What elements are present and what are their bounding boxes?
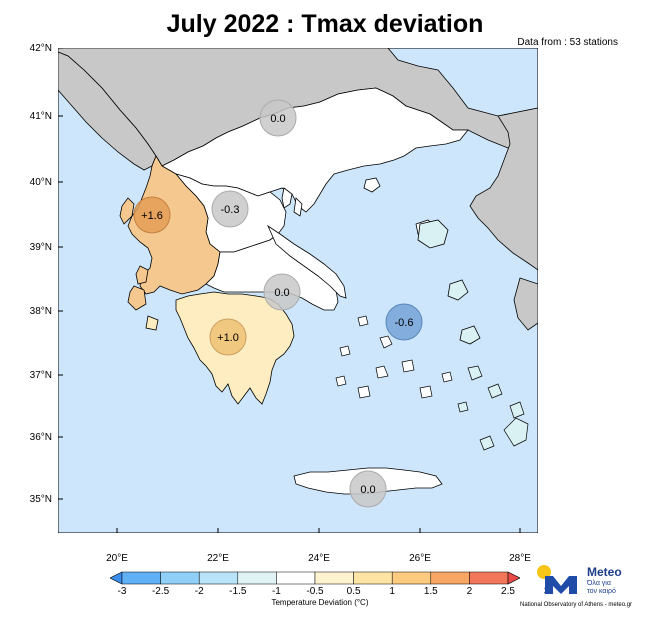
colorbar-cell <box>198 571 239 585</box>
chios-island <box>447 279 469 301</box>
bubble-macedonia: 0.0 <box>259 99 297 137</box>
colorbar-tick-label: -0.5 <box>306 586 324 597</box>
credit-text: National Observatory of Athens - meteo.g… <box>520 602 633 608</box>
logo-name: Meteo <box>587 565 622 579</box>
logo-tagline-2: τον καιρό <box>587 588 616 595</box>
bubble-aegean: -0.6 <box>385 303 423 341</box>
colorbar-cell <box>237 571 277 585</box>
region-attica-central <box>205 233 339 311</box>
colorbar-title: Temperature Deviation (°C) <box>271 598 369 607</box>
thasos-island <box>363 177 381 193</box>
bubble-attica: 0.0 <box>263 273 301 311</box>
colorbar-tick-label: 0.5 <box>346 586 361 597</box>
turkey-east <box>469 107 538 271</box>
colorbar-cell <box>121 571 161 585</box>
bubble-thessaly: -0.3 <box>211 190 249 228</box>
value-thessaly: -0.3 <box>221 204 240 216</box>
value-attica: 0.0 <box>274 287 289 299</box>
colorbar-cell <box>391 571 432 585</box>
meteo-logo <box>535 562 645 602</box>
sun-icon <box>537 565 551 579</box>
map-svg: 0.0 -0.3 +1.6 0.0 +1.0 -0.6 0.0 <box>58 48 538 533</box>
colorbar-cell <box>430 571 470 585</box>
logo-tagline-1: Όλα για <box>587 580 611 587</box>
colorbar-svg <box>109 571 521 585</box>
lefkada-island <box>135 265 149 285</box>
bubble-epirus: +1.6 <box>133 196 171 234</box>
lat-label-40: 40°N <box>29 177 52 188</box>
lon-label-20: 20°E <box>106 553 128 564</box>
colorbar-tick-label: -1.5 <box>229 586 247 597</box>
value-aegean: -0.6 <box>395 317 414 329</box>
lat-label-41: 41°N <box>29 111 52 122</box>
samos-island <box>459 325 481 345</box>
lon-label-24: 24°E <box>308 553 330 564</box>
kefalonia-island <box>127 285 147 311</box>
lat-label-39: 39°N <box>29 242 52 253</box>
lon-label-22: 22°E <box>207 553 229 564</box>
lon-label-26: 26°E <box>409 553 431 564</box>
stations-note: Data from : 53 stations <box>517 37 618 48</box>
colorbar-tick-label: -3 <box>117 586 127 597</box>
colorbar-tick-label: 2 <box>466 586 473 597</box>
value-macedonia: 0.0 <box>270 113 285 125</box>
lat-label-36: 36°N <box>29 432 52 443</box>
colorbar-cell <box>353 571 393 585</box>
colorbar <box>109 570 521 591</box>
colorbar-cell <box>469 571 509 585</box>
evia-island <box>267 224 347 299</box>
corfu-island <box>119 197 135 225</box>
colorbar-arrow-right <box>507 571 521 585</box>
turkey-southwest <box>513 277 538 331</box>
colorbar-tick-label: 1.5 <box>423 586 438 597</box>
lat-label-35: 35°N <box>29 494 52 505</box>
lat-label-42: 42°N <box>29 43 52 54</box>
colorbar-arrow-left <box>109 571 123 585</box>
logo-mark <box>537 565 577 594</box>
colorbar-tick-label: -2 <box>194 586 204 597</box>
colorbar-tick-label: 2.5 <box>501 586 515 597</box>
value-epirus: +1.6 <box>141 210 163 222</box>
colorbar-tick-label: -2.5 <box>151 586 170 597</box>
colorbar-cell <box>314 571 354 585</box>
lon-label-28: 28°E <box>509 553 531 564</box>
logo-tagline: Όλα για τον καιρό <box>587 580 616 596</box>
m-icon <box>545 576 577 594</box>
lat-label-37: 37°N <box>29 370 52 381</box>
value-peloponnese: +1.0 <box>217 332 239 344</box>
colorbar-tick-label: 1 <box>389 586 395 597</box>
dodecanese-islands <box>457 365 529 451</box>
lat-label-38: 38°N <box>29 306 52 317</box>
map-frame: 0.0 -0.3 +1.6 0.0 +1.0 -0.6 0.0 <box>58 48 538 533</box>
colorbar-tick-label: -1 <box>271 586 281 597</box>
bubble-peloponnese: +1.0 <box>209 318 247 356</box>
colorbar-cells <box>121 571 509 585</box>
colorbar-cell <box>160 571 200 585</box>
colorbar-cell <box>276 571 316 585</box>
zakynthos-island <box>145 315 159 331</box>
cyclades-islands <box>335 315 453 399</box>
lesvos-island <box>417 219 449 249</box>
bubble-crete: 0.0 <box>349 470 387 508</box>
chalkidiki <box>281 187 303 217</box>
axis-ticks <box>58 48 521 533</box>
map-title: July 2022 : Tmax deviation <box>166 10 484 38</box>
value-crete: 0.0 <box>360 484 375 496</box>
